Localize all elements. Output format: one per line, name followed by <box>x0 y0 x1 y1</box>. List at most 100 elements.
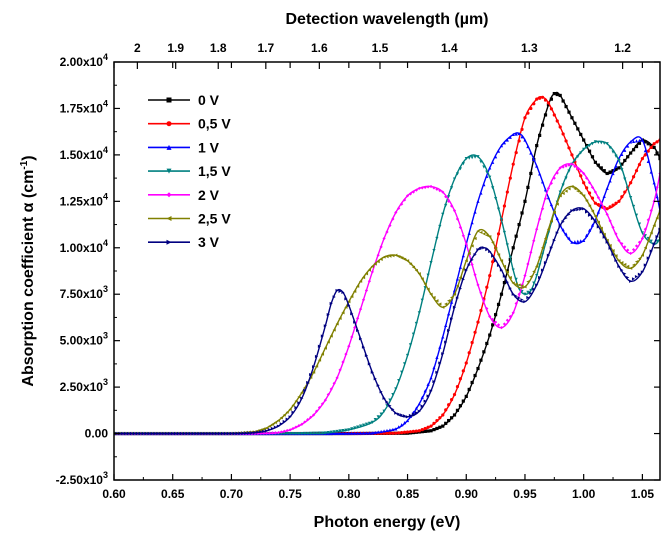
data-point <box>646 159 650 163</box>
data-point <box>458 225 462 229</box>
data-point <box>391 254 395 258</box>
legend: 0 V 0,5 V 1 V 1,5 V 2 V 2,5 V 3 V <box>148 92 231 250</box>
data-point <box>626 275 630 280</box>
data-point <box>317 344 322 348</box>
data-point <box>532 287 536 291</box>
data-point <box>470 262 474 267</box>
data-point <box>529 250 533 255</box>
data-point <box>449 204 454 208</box>
data-point <box>514 234 518 238</box>
data-point <box>605 238 609 242</box>
data-point <box>570 184 574 189</box>
y-tick-label: 1.75x104 <box>60 98 108 115</box>
data-point <box>649 170 653 174</box>
data-point <box>397 379 401 383</box>
data-point <box>514 282 518 286</box>
legend-item: 0 V <box>148 92 220 108</box>
data-point <box>382 396 386 400</box>
legend-label: 2,5 V <box>198 211 231 227</box>
data-point <box>270 426 275 431</box>
data-point <box>473 155 477 159</box>
legend-swatch-marker <box>166 168 172 174</box>
data-point <box>590 142 595 146</box>
data-point <box>388 223 392 228</box>
data-point <box>361 275 366 280</box>
data-point <box>267 424 272 428</box>
data-point <box>646 149 650 153</box>
data-point <box>629 266 633 270</box>
data-point <box>599 201 603 205</box>
data-point <box>587 213 592 217</box>
data-point <box>590 196 595 200</box>
data-point <box>476 320 480 324</box>
data-point <box>309 415 313 419</box>
data-point <box>358 424 363 428</box>
data-point <box>596 210 600 214</box>
data-point <box>514 150 518 155</box>
data-point <box>585 186 589 190</box>
data-point <box>646 142 650 146</box>
data-point <box>631 248 636 252</box>
data-point <box>417 402 421 406</box>
series-1-5-v <box>114 140 660 436</box>
data-point <box>379 245 383 249</box>
data-point <box>579 207 583 211</box>
y-axis-title-end: ) <box>20 155 37 160</box>
data-point <box>473 253 477 257</box>
data-point <box>573 158 577 163</box>
series-2-5-v <box>114 184 660 436</box>
data-point <box>221 431 225 436</box>
data-point <box>350 335 354 339</box>
data-point <box>403 430 407 434</box>
data-point <box>626 264 630 268</box>
data-point <box>338 431 342 435</box>
data-point <box>529 274 533 279</box>
data-point <box>626 248 630 252</box>
data-point <box>476 199 480 203</box>
data-point <box>634 244 639 248</box>
series-line <box>114 140 660 435</box>
data-point <box>611 150 615 154</box>
data-point <box>379 412 383 416</box>
data-point <box>449 416 454 420</box>
data-point <box>153 431 157 436</box>
data-point <box>350 312 354 316</box>
y-axis-title-main: Absorption coefficient α (cm <box>20 170 37 387</box>
data-point <box>361 298 366 302</box>
data-point <box>564 164 568 168</box>
data-point <box>397 206 401 210</box>
data-point <box>411 332 416 336</box>
data-point <box>535 144 539 148</box>
data-point <box>473 273 477 277</box>
data-point <box>452 292 457 296</box>
data-point <box>593 201 598 205</box>
data-point <box>637 138 642 143</box>
data-point <box>520 211 524 215</box>
data-point <box>585 176 589 180</box>
data-point <box>582 194 586 198</box>
data-point <box>452 392 457 397</box>
data-point <box>403 198 407 202</box>
data-point <box>432 366 436 370</box>
data-point <box>479 358 483 362</box>
data-point <box>499 259 504 263</box>
data-point <box>573 208 577 212</box>
data-point <box>297 431 301 436</box>
data-point <box>526 295 530 300</box>
data-point <box>514 277 518 281</box>
data-point <box>576 155 580 159</box>
data-point <box>288 431 292 436</box>
data-point <box>535 274 539 278</box>
data-point <box>367 431 371 435</box>
data-point <box>265 431 269 435</box>
data-point <box>582 138 586 142</box>
data-point <box>397 255 401 259</box>
data-point <box>414 411 418 415</box>
data-point <box>294 431 298 436</box>
data-point <box>356 284 360 288</box>
data-point <box>467 263 471 267</box>
data-point <box>623 272 627 276</box>
data-point <box>582 181 586 185</box>
data-point <box>649 239 653 243</box>
data-point <box>494 196 498 201</box>
